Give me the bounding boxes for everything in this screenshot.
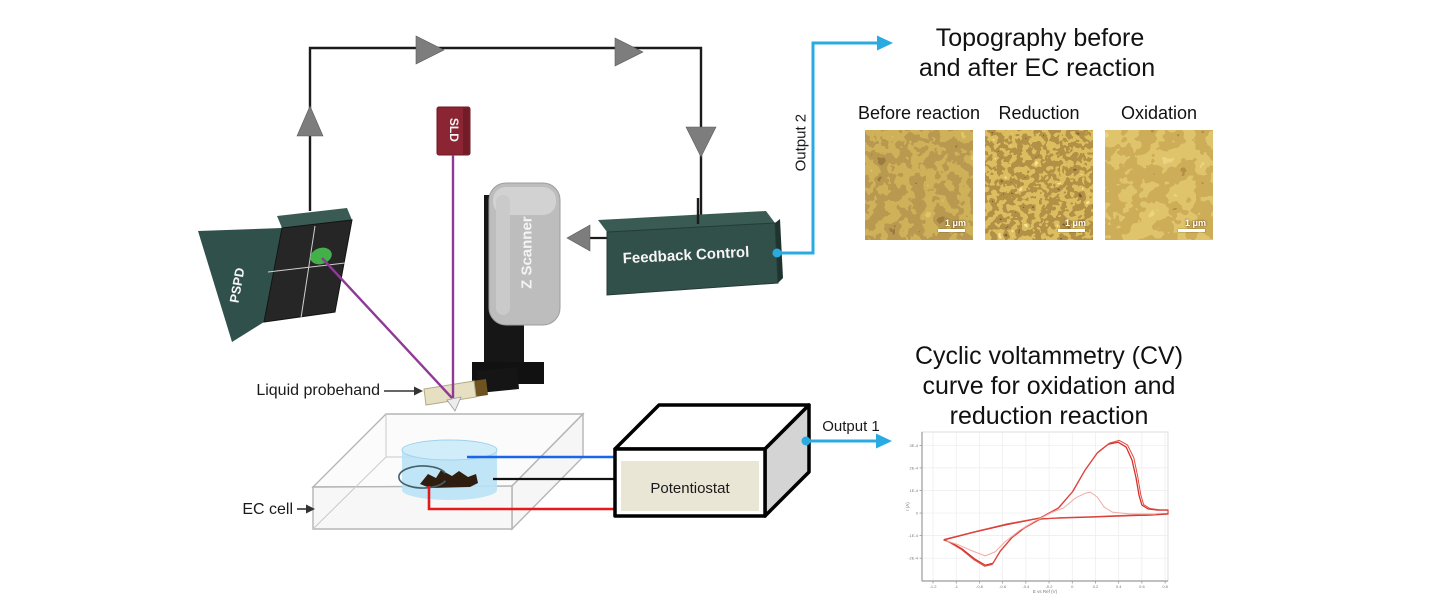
- cantilever-tip: [446, 396, 462, 412]
- cv-plot: -1.2 -1 -0.8 -0.6 -0.4 -0.2 0 0.2 0.4 0.6 0.8 3E-4 2…: [905, 431, 1169, 594]
- laser-spot: [310, 247, 332, 265]
- arrow-left-icon: [566, 224, 591, 252]
- cv-xaxis-label: E vs Ref (V): [1033, 589, 1058, 594]
- output2-wire: [777, 41, 878, 255]
- cv-tick-label-y: -2E-4: [908, 556, 919, 561]
- ec-cell-label: EC cell: [242, 501, 293, 518]
- wire-red: [427, 486, 615, 511]
- scale-bar: [1058, 229, 1085, 232]
- liquid-probehand-label: Liquid probehand: [256, 382, 380, 399]
- cv-tick-label-x: -0.4: [1022, 584, 1030, 589]
- potentiostat: [613, 403, 811, 518]
- afm-texture: [865, 130, 973, 240]
- electrode-loop: [398, 465, 447, 489]
- cv-cycle-first-small: [946, 491, 1156, 557]
- output1-label: Output 1: [822, 418, 880, 435]
- arrow-right-icon: [877, 35, 893, 51]
- cv-tick-label-y: 1E-4: [910, 488, 919, 493]
- z-scanner-label: Z Scanner: [518, 216, 536, 289]
- afm-texture: [1105, 130, 1213, 240]
- arrow-right-icon: [614, 37, 644, 67]
- cv-tick-label-x: -1: [954, 584, 958, 589]
- signal-loop-lines: [296, 35, 717, 252]
- cv-tick-label-y: 0: [916, 511, 919, 516]
- afm-image-before: 1 μm: [865, 130, 973, 240]
- topography-title-line2: and after EC reaction: [918, 54, 1156, 82]
- cv-tick-label-x: -0.2: [1046, 584, 1054, 589]
- laser-beams: [321, 155, 455, 399]
- sample: [420, 470, 478, 488]
- afm-label-before: Before reaction: [857, 103, 981, 123]
- pspd-beam: [321, 257, 453, 399]
- arrow-right-icon: [415, 35, 445, 65]
- scale-bar: [1178, 229, 1205, 232]
- arrow-down-icon: [685, 126, 717, 158]
- electrode-wires: [427, 455, 615, 511]
- liquid-probehand: [423, 367, 519, 412]
- output-connectors: [772, 35, 893, 449]
- cv-cycle-2: [944, 439, 1169, 567]
- output1-node: [801, 436, 811, 446]
- cv-tick-label-x: 0.8: [1162, 584, 1168, 589]
- cv-tick-label-x: -0.6: [999, 584, 1007, 589]
- cv-title-line1: Cyclic voltammetry (CV): [914, 342, 1184, 370]
- z-scanner-assembly: [472, 182, 561, 384]
- cv-yaxis-label: I (A): [905, 502, 910, 511]
- cv-tick-label-y: 3E-4: [910, 443, 919, 448]
- scale-bar-label: 1 μm: [1184, 218, 1206, 228]
- arrow-right-icon: [306, 504, 315, 514]
- sld-label: SLD: [446, 117, 461, 142]
- annotation-arrows: [297, 386, 423, 514]
- electrolyte-droplet: [398, 439, 498, 500]
- feedback-control: [598, 198, 783, 296]
- cv-plot-dynamic: -1.2 -1 -0.8 -0.6 -0.4 -0.2 0 0.2 0.4 0.6 0.8 3E-4 2…: [905, 432, 1169, 594]
- arrow-right-icon: [414, 386, 423, 396]
- cv-title-line3: reduction reaction: [949, 402, 1149, 430]
- cv-tick-label-x: 0.4: [1116, 584, 1122, 589]
- scale-bar: [938, 229, 965, 232]
- cv-tick-label-x: -0.8: [976, 584, 984, 589]
- pspd-detector: [198, 208, 353, 342]
- cv-tick-label-x: -1.2: [930, 584, 938, 589]
- scale-bar-label: 1 μm: [1064, 218, 1086, 228]
- arrow-up-icon: [296, 105, 324, 137]
- cv-tick-label-x: 0: [1071, 584, 1074, 589]
- potentiostat-label: Potentiostat: [650, 480, 730, 497]
- topography-title-line1: Topography before: [935, 24, 1145, 52]
- cv-title-line2: curve for oxidation and: [922, 372, 1176, 400]
- output2-label: Output 2: [792, 113, 810, 172]
- cv-tick-label-y: 2E-4: [910, 465, 919, 470]
- afm-image-reduction: 1 μm: [985, 130, 1093, 240]
- afm-label-reduction: Reduction: [998, 103, 1080, 123]
- afm-image-oxidation: 1 μm: [1105, 130, 1213, 240]
- output2-node: [772, 248, 782, 258]
- cv-tick-label-x: 0.6: [1139, 584, 1145, 589]
- afm-label-oxidation: Oxidation: [1120, 103, 1198, 123]
- scale-bar-label: 1 μm: [944, 218, 966, 228]
- arrow-right-icon: [876, 433, 892, 449]
- afm-texture: [985, 130, 1093, 240]
- cv-tick-label-x: 0.2: [1093, 584, 1099, 589]
- cv-tick-label-y: -1E-4: [908, 533, 919, 538]
